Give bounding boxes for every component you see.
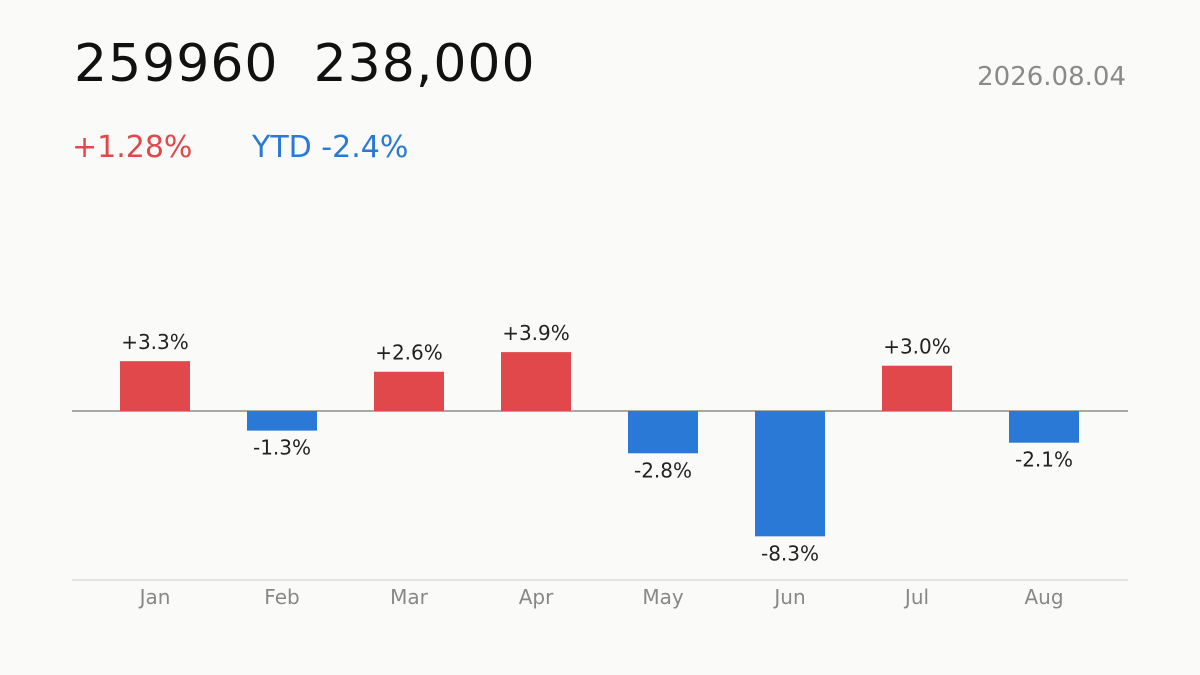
bar-mar — [374, 371, 444, 411]
x-tick-label: Aug — [1024, 585, 1063, 609]
x-tick-label: Jun — [772, 585, 805, 609]
daily-change: +1.28% — [72, 130, 193, 165]
stats-row: +1.28% YTD -2.4% — [72, 130, 408, 165]
bar-may — [628, 411, 698, 454]
bar-jan — [120, 361, 190, 411]
date-label: 2026.08.04 — [977, 62, 1126, 92]
x-tick-label: Jan — [138, 585, 171, 609]
x-tick-label: Apr — [519, 585, 554, 609]
bar-jul — [882, 365, 952, 411]
data-label: -2.1% — [1015, 448, 1073, 472]
data-label: -8.3% — [761, 541, 819, 565]
x-tick-label: Mar — [390, 585, 429, 609]
data-label: +3.0% — [883, 335, 951, 359]
data-label: -1.3% — [253, 436, 311, 460]
bar-apr — [501, 352, 571, 411]
ytd-change: YTD -2.4% — [252, 130, 409, 165]
data-label: +2.6% — [375, 341, 443, 365]
x-tick-label: Jul — [903, 585, 929, 609]
data-label: +3.3% — [121, 330, 189, 354]
x-tick-label: May — [642, 585, 684, 609]
bar-aug — [1009, 411, 1079, 443]
bar-jun — [755, 411, 825, 537]
ticker-title: 259960 238,000 — [74, 34, 536, 94]
x-tick-label: Feb — [264, 585, 299, 609]
data-label: +3.9% — [502, 321, 570, 345]
bar-feb — [247, 411, 317, 431]
data-label: -2.8% — [634, 458, 692, 482]
